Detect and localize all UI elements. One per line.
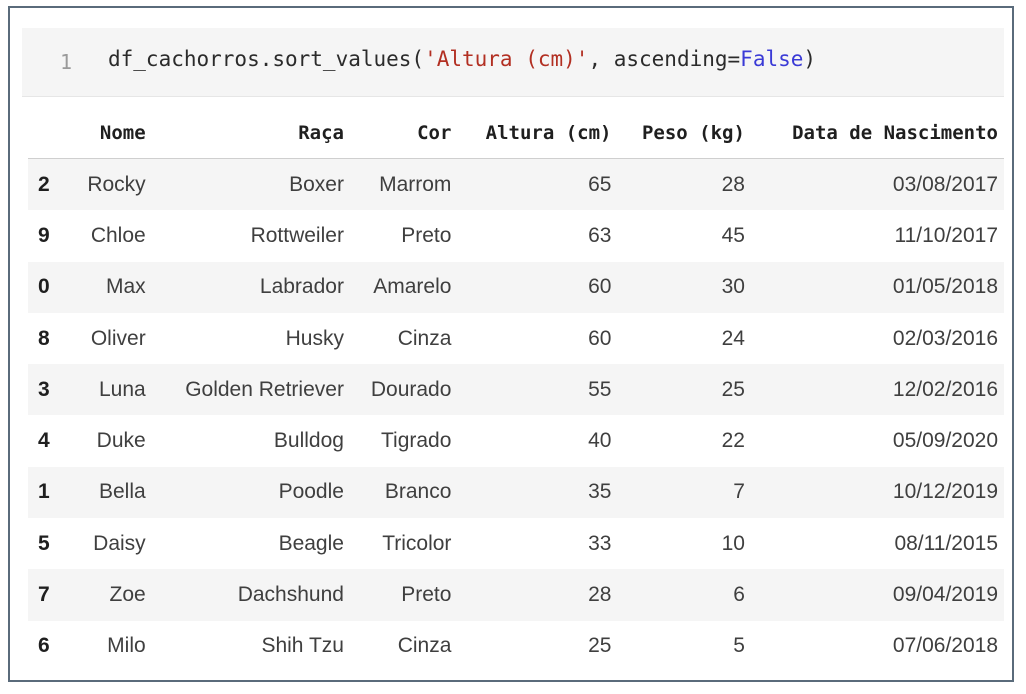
table-cell: Cinza xyxy=(397,634,452,658)
table-cell: 30 xyxy=(721,275,745,299)
table-cell: Tigrado xyxy=(380,429,452,453)
code-string-literal: 'Altura (cm)' xyxy=(424,47,589,71)
column-header: Nome xyxy=(70,108,152,159)
code-keyword: False xyxy=(740,47,804,71)
table-cell: 09/04/2019 xyxy=(892,583,998,607)
table-row: 3 Luna Golden Retriever Dourado 55 25 12/02/20… xyxy=(28,364,1004,416)
code-cell[interactable]: 1 df_cachorros.sort_values('Altura (cm)'… xyxy=(22,28,1004,97)
table-cell: 08/11/2015 xyxy=(894,531,998,555)
table-row: 9 Chloe Rottweiler Preto 63 45 11/10/2017 xyxy=(28,210,1004,262)
table-cell: 33 xyxy=(588,531,612,555)
table-cell: Daisy xyxy=(93,531,146,555)
table-cell: Poodle xyxy=(278,480,344,504)
table-cell: 05/09/2020 xyxy=(892,429,998,453)
row-index: 4 xyxy=(38,429,50,453)
table-cell: 40 xyxy=(588,429,612,453)
table-cell: 60 xyxy=(588,326,612,350)
table-cell: 7 xyxy=(733,480,745,504)
table-row: 5 Daisy Beagle Tricolor 33 10 08/11/2015 xyxy=(28,518,1004,570)
row-index: 0 xyxy=(38,275,50,299)
table-cell: Cinza xyxy=(397,326,452,350)
table-cell: Beagle xyxy=(278,531,344,555)
table-cell: 24 xyxy=(721,326,745,350)
table-cell: 35 xyxy=(588,480,612,504)
table-row: 2 Rocky Boxer Marrom 65 28 03/08/2017 xyxy=(28,158,1004,211)
table-cell: 28 xyxy=(588,583,612,607)
table-row: 6 Milo Shih Tzu Cinza 25 5 07/06/2018 xyxy=(28,620,1004,672)
index-header xyxy=(28,108,70,159)
table-cell: 11/10/2017 xyxy=(894,223,998,247)
notebook-output-frame: 1 df_cachorros.sort_values('Altura (cm)'… xyxy=(8,6,1014,682)
table-cell: Milo xyxy=(107,634,146,658)
table-cell: 01/05/2018 xyxy=(892,275,998,299)
table-cell: Duke xyxy=(96,429,146,453)
table-cell: Husky xyxy=(285,326,344,350)
code-text: ) xyxy=(803,47,817,71)
table-cell: 25 xyxy=(588,634,612,658)
table-cell: Marrom xyxy=(379,172,452,196)
table-cell: Luna xyxy=(98,377,146,401)
table-row: 4 Duke Bulldog Tigrado 40 22 05/09/2020 xyxy=(28,415,1004,467)
table-cell: 5 xyxy=(733,634,745,658)
row-index: 2 xyxy=(38,172,50,196)
table-cell: 25 xyxy=(721,377,745,401)
row-index: 9 xyxy=(38,223,50,247)
dataframe-table: Nome Raça Cor Altura (cm) Peso (kg) Data de N… xyxy=(28,108,1004,672)
table-cell: 07/06/2018 xyxy=(892,634,998,658)
table-row: 1 Bella Poodle Branco 35 7 10/12/2019 xyxy=(28,466,1004,519)
table-cell: Preto xyxy=(401,583,452,607)
table-cell: 63 xyxy=(588,223,612,247)
table-cell: 6 xyxy=(733,583,745,607)
table-cell: 65 xyxy=(588,172,612,196)
table-cell: Rocky xyxy=(87,172,146,196)
table-cell: Golden Retriever xyxy=(185,377,344,401)
table-cell: Tricolor xyxy=(382,531,452,555)
table-cell: Oliver xyxy=(90,326,146,350)
row-index: 6 xyxy=(38,634,50,658)
table-cell: Amarelo xyxy=(373,275,452,299)
table-cell: Labrador xyxy=(259,275,344,299)
code-text: , ascending= xyxy=(588,47,741,71)
table-row: 7 Zoe Dachshund Preto 28 6 09/04/2019 xyxy=(28,569,1004,621)
table-cell: 45 xyxy=(721,223,745,247)
table-cell: 02/03/2016 xyxy=(892,326,998,350)
row-index: 1 xyxy=(38,480,50,504)
column-header: Cor xyxy=(349,108,458,159)
column-header: Data de Nascimento xyxy=(750,108,1004,159)
table-cell: 22 xyxy=(721,429,745,453)
table-header-row: Nome Raça Cor Altura (cm) Peso (kg) Data de N… xyxy=(28,108,1004,159)
table-cell: Boxer xyxy=(289,172,344,196)
row-index: 7 xyxy=(38,583,50,607)
table-cell: Bella xyxy=(98,480,146,504)
table-cell: Shih Tzu xyxy=(261,634,344,658)
table-cell: 28 xyxy=(721,172,745,196)
row-index: 5 xyxy=(38,531,50,555)
table-cell: Dachshund xyxy=(237,583,344,607)
column-header: Peso (kg) xyxy=(617,108,751,159)
table-cell: 10 xyxy=(721,531,745,555)
column-header: Altura (cm) xyxy=(457,108,618,159)
table-cell: Dourado xyxy=(370,377,452,401)
table-row: 0 Max Labrador Amarelo 60 30 01/05/2018 xyxy=(28,261,1004,313)
table-row: 8 Oliver Husky Cinza 60 24 02/03/2016 xyxy=(28,312,1004,365)
column-header: Raça xyxy=(151,108,350,159)
table-cell: Chloe xyxy=(90,223,146,247)
table-cell: Preto xyxy=(401,223,452,247)
table-cell: 12/02/2016 xyxy=(892,377,998,401)
code-text: df_cachorros.sort_values( xyxy=(108,47,425,71)
table-cell: Bulldog xyxy=(273,429,344,453)
line-number: 1 xyxy=(60,50,73,74)
table-cell: 10/12/2019 xyxy=(892,480,998,504)
table-cell: Rottweiler xyxy=(250,223,344,247)
table-cell: 55 xyxy=(588,377,612,401)
row-index: 8 xyxy=(38,326,50,350)
row-index: 3 xyxy=(38,377,50,401)
table-cell: Branco xyxy=(384,480,452,504)
table-body: 2 Rocky Boxer Marrom 65 28 03/08/2017 9 Chloe Rot… xyxy=(28,158,1004,672)
table-cell: Max xyxy=(106,275,146,299)
code-line[interactable]: df_cachorros.sort_values('Altura (cm)', … xyxy=(108,47,816,71)
table-cell: 60 xyxy=(588,275,612,299)
table-cell: 03/08/2017 xyxy=(892,172,998,196)
table-cell: Zoe xyxy=(109,583,146,607)
